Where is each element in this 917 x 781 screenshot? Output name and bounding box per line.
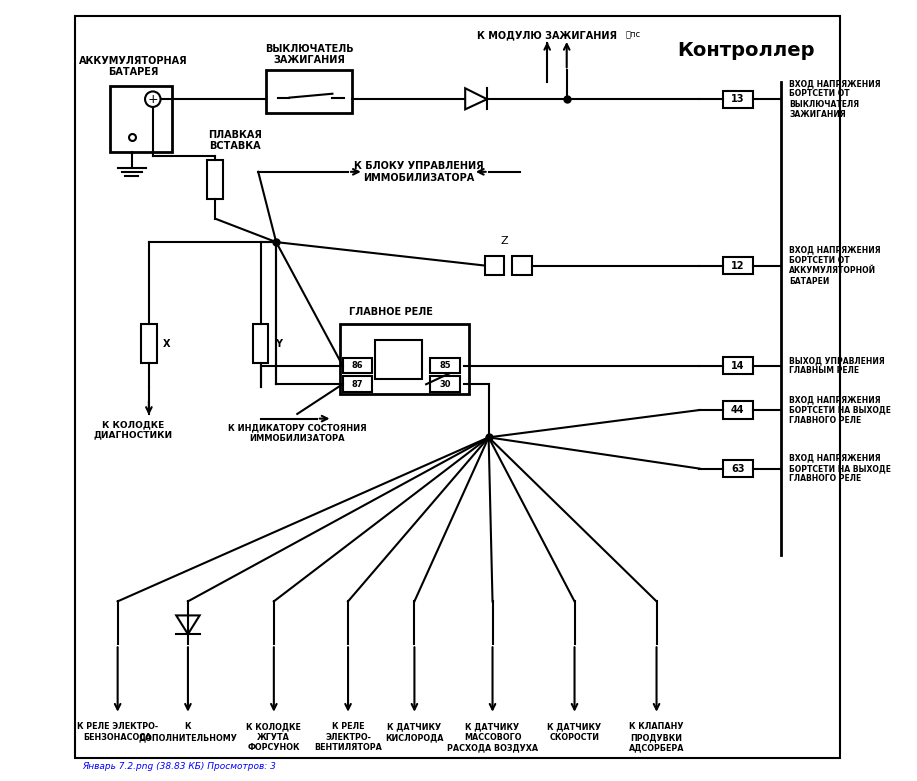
Text: 12: 12	[731, 261, 745, 270]
Text: К КОЛОДКЕ
ЖГУТА
ФОРСУНОК: К КОЛОДКЕ ЖГУТА ФОРСУНОК	[247, 722, 302, 752]
Text: К МОДУЛЮ ЗАЖИГАНИЯ: К МОДУЛЮ ЗАЖИГАНИЯ	[477, 30, 617, 40]
Text: 44: 44	[731, 405, 745, 415]
Text: К ДАТЧИКУ
КИСЛОРОДА: К ДАТЧИКУ КИСЛОРОДА	[385, 722, 444, 742]
Text: К РЕЛЕ
ЭЛЕКТРО-
ВЕНТИЛЯТОРА: К РЕЛЕ ЭЛЕКТРО- ВЕНТИЛЯТОРА	[315, 722, 382, 752]
Text: ГЛАВНОЕ РЕЛЕ: ГЛАВНОЕ РЕЛЕ	[349, 308, 433, 317]
Bar	[343, 358, 372, 373]
Text: +: +	[148, 93, 158, 105]
Text: X: X	[163, 339, 171, 348]
Text: ВЫХОД УПРАВЛЕНИЯ
ГЛАВНЫМ РЕЛЕ: ВЫХОД УПРАВЛЕНИЯ ГЛАВНЫМ РЕЛЕ	[790, 356, 885, 375]
Bar	[340, 324, 470, 394]
Text: Январь 7.2.png (38.83 КБ) Просмотров: 3: Январь 7.2.png (38.83 КБ) Просмотров: 3	[83, 762, 276, 772]
Text: 13: 13	[731, 95, 745, 104]
Bar	[723, 401, 753, 419]
Text: К КОЛОДКЕ
ДИАГНОСТИКИ: К КОЛОДКЕ ДИАГНОСТИКИ	[94, 420, 172, 439]
Text: АККУМУЛЯТОРНАЯ
БАТАРЕЯ: АККУМУЛЯТОРНАЯ БАТАРЕЯ	[79, 55, 188, 77]
Bar	[723, 357, 753, 374]
Bar	[723, 257, 753, 274]
Text: 87: 87	[351, 380, 363, 389]
Bar	[207, 160, 223, 199]
Bar	[110, 86, 172, 152]
Text: К БЛОКУ УПРАВЛЕНИЯ
ИММОБИЛИЗАТОРА: К БЛОКУ УПРАВЛЕНИЯ ИММОБИЛИЗАТОРА	[354, 161, 483, 183]
Text: К
ДОПОЛНИТЕЛЬНОМУ: К ДОПОЛНИТЕЛЬНОМУ	[138, 722, 238, 742]
Bar	[512, 256, 532, 275]
Bar	[485, 256, 504, 275]
Text: 🔗пс: 🔗пс	[625, 30, 641, 40]
Text: Y: Y	[274, 339, 282, 348]
Text: ВХОД НАПРЯЖЕНИЯ
БОРТСЕТИ ОТ
ВЫКЛЮЧАТЕЛЯ
ЗАЖИГАНИЯ: ВХОД НАПРЯЖЕНИЯ БОРТСЕТИ ОТ ВЫКЛЮЧАТЕЛЯ …	[790, 79, 881, 119]
Text: ВХОД НАПРЯЖЕНИЯ
БОРТСЕТИ ОТ
АККУМУЛЯТОРНОЙ
БАТАРЕИ: ВХОД НАПРЯЖЕНИЯ БОРТСЕТИ ОТ АККУМУЛЯТОРН…	[790, 245, 881, 286]
Text: 86: 86	[351, 361, 363, 370]
Text: К ДАТЧИКУ
СКОРОСТИ: К ДАТЧИКУ СКОРОСТИ	[547, 722, 602, 742]
Bar	[141, 324, 157, 363]
Bar	[430, 358, 459, 373]
Bar	[723, 460, 753, 477]
Text: 30: 30	[439, 380, 450, 389]
Bar	[375, 340, 422, 379]
Bar	[343, 376, 372, 392]
Text: К РЕЛЕ ЭЛЕКТРО-
БЕНЗОНАСОСА: К РЕЛЕ ЭЛЕКТРО- БЕНЗОНАСОСА	[77, 722, 159, 742]
Bar	[266, 70, 352, 113]
Text: ВХОД НАПРЯЖЕНИЯ
БОРТСЕТИ НА ВЫХОДЕ
ГЛАВНОГО РЕЛЕ: ВХОД НАПРЯЖЕНИЯ БОРТСЕТИ НА ВЫХОДЕ ГЛАВН…	[790, 395, 891, 425]
Bar	[430, 376, 459, 392]
Bar	[723, 91, 753, 108]
Text: Контроллер: Контроллер	[678, 41, 815, 60]
Text: ВЫКЛЮЧАТЕЛЬ
ЗАЖИГАНИЯ: ВЫКЛЮЧАТЕЛЬ ЗАЖИГАНИЯ	[265, 44, 353, 66]
Text: 85: 85	[439, 361, 450, 370]
Text: 14: 14	[731, 361, 745, 370]
Text: К ДАТЧИКУ
МАССОВОГО
РАСХОДА ВОЗДУХА: К ДАТЧИКУ МАССОВОГО РАСХОДА ВОЗДУХА	[447, 722, 538, 752]
Text: ПЛАВКАЯ
ВСТАВКА: ПЛАВКАЯ ВСТАВКА	[208, 130, 261, 152]
Text: К КЛАПАНУ
ПРОДУВКИ
АДСОРБЕРА: К КЛАПАНУ ПРОДУВКИ АДСОРБЕРА	[629, 722, 684, 752]
Text: Z: Z	[501, 236, 508, 246]
Text: 63: 63	[731, 464, 745, 473]
Text: ВХОД НАПРЯЖЕНИЯ
БОРТСЕТИ НА ВЫХОДЕ
ГЛАВНОГО РЕЛЕ: ВХОД НАПРЯЖЕНИЯ БОРТСЕТИ НА ВЫХОДЕ ГЛАВН…	[790, 454, 891, 483]
Text: К ИНДИКАТОРУ СОСТОЯНИЯ
ИММОБИЛИЗАТОРА: К ИНДИКАТОРУ СОСТОЯНИЯ ИММОБИЛИЗАТОРА	[228, 424, 367, 443]
Bar	[253, 324, 269, 363]
